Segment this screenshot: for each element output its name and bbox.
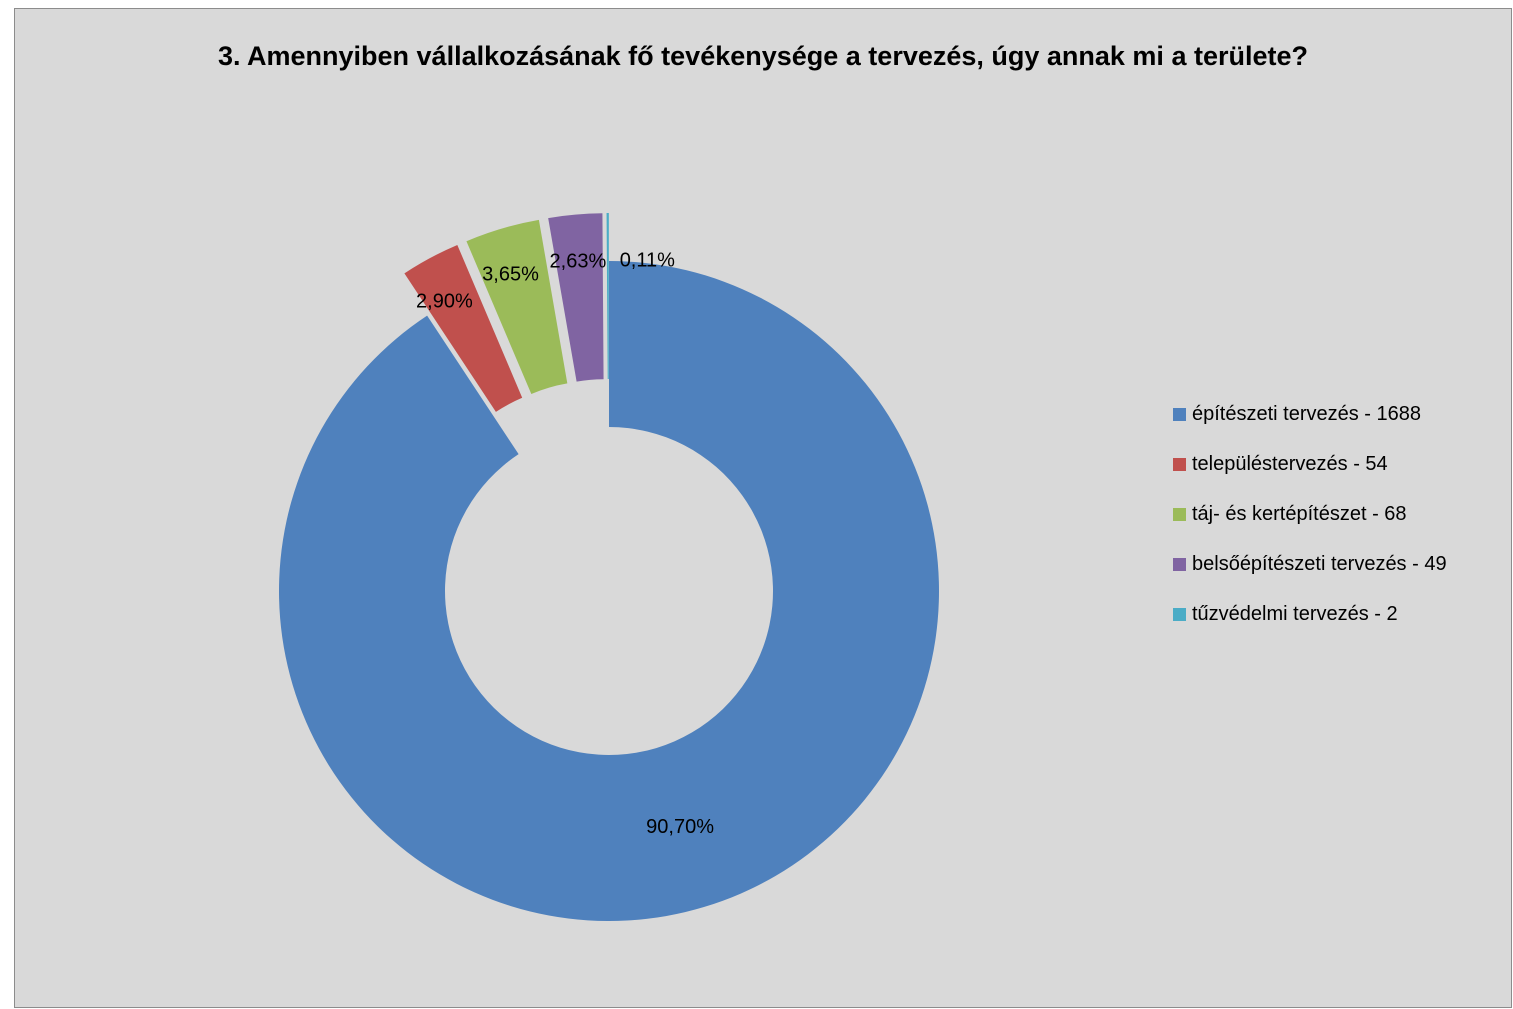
legend-label-tuzvedelmi: tűzvédelmi tervezés - 2	[1192, 602, 1398, 625]
slice-taj-kertepiteszet	[466, 219, 568, 395]
legend-item-tuzvedelmi: tűzvédelmi tervezés - 2	[1173, 601, 1447, 627]
chart-title: 3. Amennyiben vállalkozásának fő tevéken…	[218, 41, 1308, 71]
data-label-telepulestervezes: 2,90%	[416, 291, 473, 313]
slice-epiteszeti	[279, 261, 939, 921]
chart-area: 3. Amennyiben vállalkozásának fő tevéken…	[14, 8, 1512, 1008]
legend-item-epiteszeti: építészeti tervezés - 1688	[1173, 401, 1447, 427]
data-label-taj-kertepiteszet: 3,65%	[482, 264, 539, 286]
legend-item-belsoepiteszeti: belsőépítészeti tervezés - 49	[1173, 551, 1447, 577]
legend-label-epiteszeti: építészeti tervezés - 1688	[1192, 402, 1422, 425]
legend-item-telepulestervezes: településtervezés - 54	[1173, 451, 1447, 477]
legend-swatch-telepulestervezes	[1173, 457, 1186, 471]
legend-swatch-tuzvedelmi	[1173, 607, 1186, 621]
data-label-tuzvedelmi: 0,11%	[620, 249, 675, 271]
doughnut-chart: 90,70% 2,90% 3,65% 2,63% 0,11%	[279, 213, 939, 921]
slice-belsoepiteszeti	[548, 213, 604, 382]
legend-swatch-belsoepiteszeti	[1173, 557, 1186, 571]
slice-tuzvedelmi	[606, 213, 609, 380]
legend: építészeti tervezés - 1688 településterv…	[1173, 401, 1447, 651]
data-label-epiteszeti: 90,70%	[646, 816, 714, 838]
legend-label-telepulestervezes: településtervezés - 54	[1192, 452, 1388, 475]
slice-telepulestervezes	[404, 244, 523, 412]
legend-swatch-taj-kertepiteszet	[1173, 507, 1186, 521]
legend-label-belsoepiteszeti: belsőépítészeti tervezés - 49	[1192, 552, 1447, 575]
legend-item-taj-kertepiteszet: táj- és kertépítészet - 68	[1173, 501, 1447, 527]
data-label-belsoepiteszeti: 2,63%	[550, 251, 607, 273]
legend-label-taj-kertepiteszet: táj- és kertépítészet - 68	[1192, 502, 1407, 525]
legend-swatch-epiteszeti	[1173, 407, 1186, 421]
